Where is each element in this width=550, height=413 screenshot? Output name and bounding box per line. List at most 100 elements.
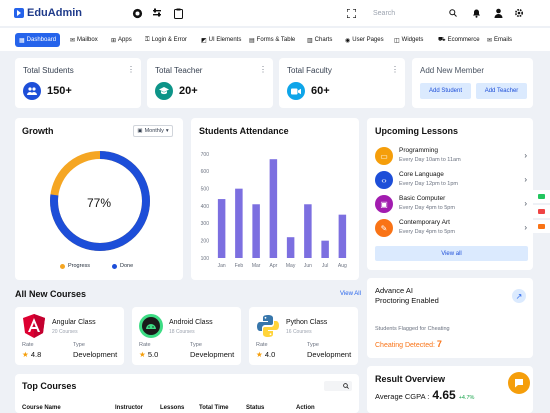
stat-card-teacher: Total Teacher ⋮ 20+	[147, 58, 273, 108]
add-teacher-button[interactable]: Add Teacher	[476, 83, 527, 99]
column-header[interactable]: Total Time	[199, 405, 229, 411]
attendance-bar-aug[interactable]	[338, 214, 347, 258]
chevron-right-icon[interactable]: ›	[524, 223, 527, 232]
bell-icon[interactable]	[470, 7, 482, 19]
add-member-card: Add New Member Add Student Add Teacher	[412, 58, 533, 108]
course-rate: ★ 4.8	[22, 350, 42, 359]
attendance-bar-jul[interactable]	[321, 240, 329, 258]
more-icon[interactable]: ⋮	[127, 65, 135, 74]
course-card-angular[interactable]: Angular Class 20 Courses Rate ★ 4.8 Type…	[15, 307, 124, 365]
arrow-up-right-icon[interactable]: ↗	[512, 289, 526, 303]
y-tick-label: 400	[201, 204, 210, 210]
course-rate: ★ 4.0	[256, 350, 276, 359]
video-icon	[287, 82, 305, 100]
nav-forms-table[interactable]: ▤ Forms & Table	[245, 33, 299, 47]
user-icon[interactable]	[492, 7, 504, 19]
attendance-bar-jan[interactable]	[217, 199, 226, 258]
x-tick-label: Mar	[252, 263, 261, 269]
period-label: Monthly	[144, 128, 164, 134]
lesson-item[interactable]: ‹› Core Language Every Day 12pm to 1pm ›	[375, 169, 527, 191]
nav-dashboard[interactable]: ▦ Dashboard	[15, 33, 61, 47]
course-card-python[interactable]: Python Class 16 Courses Rate ★ 4.0 Type …	[249, 307, 358, 365]
side-tab-orange[interactable]	[533, 220, 550, 233]
column-header[interactable]: Lessons	[160, 405, 185, 411]
nav-emails[interactable]: ✉ Emails	[483, 33, 516, 47]
attendance-bar-mar[interactable]	[252, 204, 260, 258]
fullscreen-icon[interactable]	[345, 7, 357, 19]
x-tick-label: May	[286, 263, 296, 269]
lesson-item[interactable]: ▭ Programming Every Day 10am to 11am ›	[375, 145, 527, 167]
legend-dot	[60, 263, 65, 269]
nav-label: Emails	[494, 37, 513, 43]
nav-ecommerce[interactable]: ⛟ Ecommerce	[434, 33, 484, 47]
nav-apps[interactable]: ⊞ Apps	[107, 33, 136, 47]
nav-ui-elements[interactable]: ◩ UI Elements	[197, 33, 245, 47]
nav-charts[interactable]: ▥ Charts	[303, 33, 336, 47]
column-header[interactable]: Instructor	[115, 405, 144, 411]
lessons-card: Upcoming Lessons ▭ Programming Every Day…	[367, 118, 533, 270]
view-all-lessons-button[interactable]: View all	[375, 246, 528, 261]
lesson-item[interactable]: ✎ Contemporary Art Every Day 4pm to 5pm …	[375, 217, 527, 239]
more-icon[interactable]: ⋮	[259, 65, 267, 74]
chevron-right-icon[interactable]: ›	[524, 175, 527, 184]
type-label: Type	[190, 342, 202, 348]
attendance-bar-may[interactable]	[286, 237, 295, 258]
settings-icon[interactable]	[513, 7, 525, 19]
course-count: 18 Courses	[169, 329, 195, 335]
cgpa-value: 4.65	[432, 388, 456, 402]
nav-label: Ecommerce	[447, 37, 480, 43]
nav-user-pages[interactable]: ◉ User Pages	[341, 33, 388, 47]
attendance-title: Students Attendance	[199, 126, 289, 136]
sliders-icon[interactable]	[151, 7, 163, 19]
x-tick-label: Apr	[269, 263, 277, 269]
column-header[interactable]: Course Name	[22, 405, 61, 411]
rate-label: Rate	[139, 342, 151, 348]
side-tab-red[interactable]	[533, 205, 550, 218]
chevron-right-icon[interactable]: ›	[524, 199, 527, 208]
stat-value: 60+	[311, 85, 330, 97]
moon-icon[interactable]	[131, 7, 143, 19]
nav-label: Mailbox	[77, 37, 98, 43]
course-type: Development	[190, 350, 235, 359]
computer-icon: ▣	[375, 195, 393, 213]
type-label: Type	[73, 342, 85, 348]
side-tab-green[interactable]	[533, 190, 550, 203]
ui-icon: ◩	[201, 37, 207, 44]
nav-widgets[interactable]: ◫ Widgets	[390, 33, 427, 47]
clipboard-icon[interactable]	[172, 7, 184, 19]
period-dropdown[interactable]: ▣ Monthly ▾	[133, 125, 173, 137]
top-courses-search[interactable]	[324, 381, 352, 391]
stat-label: Total Faculty	[287, 66, 332, 75]
nav-label: Charts	[314, 37, 333, 43]
chevron-right-icon[interactable]: ›	[524, 151, 527, 160]
attendance-bar-jun[interactable]	[304, 204, 312, 258]
course-card-android[interactable]: Android Class 18 Courses Rate ★ 5.0 Type…	[132, 307, 241, 365]
column-header[interactable]: Action	[296, 405, 315, 411]
nav-label: Dashboard	[26, 37, 57, 43]
palette-icon	[538, 194, 545, 199]
monitor-icon: ▭	[375, 147, 393, 165]
y-tick-label: 700	[201, 152, 210, 158]
nav-label: UI Elements	[208, 37, 242, 43]
x-tick-label: Feb	[235, 263, 244, 269]
column-header[interactable]: Status	[246, 405, 265, 411]
nav-label: Apps	[118, 37, 132, 43]
more-icon[interactable]: ⋮	[391, 65, 399, 74]
stat-value: 150+	[47, 85, 72, 97]
brand-logo[interactable]: EduAdmin	[14, 7, 82, 19]
courses-view-all-link[interactable]: View All	[340, 291, 361, 297]
users-icon	[23, 82, 41, 100]
layout-icon	[538, 224, 545, 229]
attendance-bar-apr[interactable]	[269, 159, 278, 258]
search-icon[interactable]	[449, 9, 457, 17]
attendance-bar-feb[interactable]	[235, 188, 243, 258]
lesson-item[interactable]: ▣ Basic Computer Every Day 4pm to 5pm ›	[375, 193, 527, 215]
stat-value: 20+	[179, 85, 198, 97]
add-student-button[interactable]: Add Student	[420, 83, 471, 99]
search-box[interactable]: Search	[367, 5, 463, 21]
chat-fab[interactable]	[508, 372, 530, 394]
graduation-cap-icon	[155, 82, 173, 100]
nav-login-error[interactable]: ⚿ Login & Error	[141, 33, 191, 47]
nav-mailbox[interactable]: ✉ Mailbox	[66, 33, 102, 47]
result-card: Result Overview Average CGPA : 4.65 +4.7…	[367, 366, 533, 413]
